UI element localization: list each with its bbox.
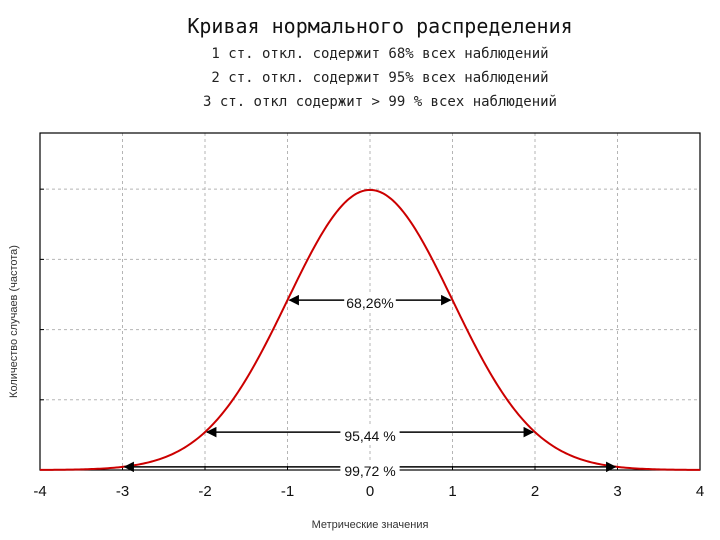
x-tick-label: -2 (198, 483, 211, 500)
x-axis-label: Метрические значения (312, 519, 429, 531)
chart-subtitle-line-1: 1 ст. откл. содержит 68% всех наблюдений (211, 46, 549, 62)
chart-subtitle-line-3: 3 ст. откл содержит > 99 % всех наблюден… (202, 94, 557, 110)
annotation-label-2: 95,44 % (344, 428, 395, 444)
annotation-label-3: 99,72 % (344, 463, 395, 479)
x-tick-label: 2 (531, 483, 539, 500)
x-tick-label: 0 (366, 483, 374, 500)
x-tick-label: -4 (33, 483, 46, 500)
annotation-label-1: 68,26% (346, 295, 393, 311)
x-tick-label: -1 (281, 483, 294, 500)
x-tick-label: 4 (696, 483, 704, 500)
annotation-label-bg (344, 294, 396, 312)
x-tick-label: -3 (116, 483, 129, 500)
y-axis-label: Количество случаев (частота) (8, 245, 20, 398)
chart-title: Кривая нормального распределения (187, 14, 573, 38)
x-tick-label: 1 (448, 483, 456, 500)
annotation-label-bg (340, 427, 400, 445)
x-tick-label: 3 (613, 483, 621, 500)
chart-subtitle-line-2: 2 ст. откл. содержит 95% всех наблюдений (211, 70, 549, 86)
annotation-label-bg (340, 461, 400, 479)
